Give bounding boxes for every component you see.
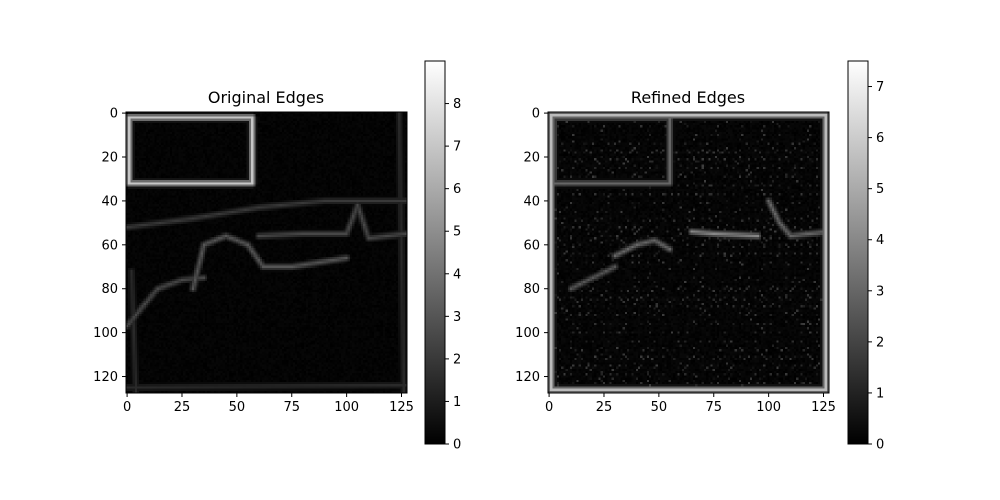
- y-tick-label: 0: [110, 107, 118, 122]
- colorbar-tick-label: 5: [876, 182, 884, 197]
- colorbar-tick-label: 2: [876, 335, 884, 350]
- x-tick-label: 100: [756, 400, 781, 415]
- colorbar-tick-label: 4: [453, 267, 461, 282]
- y-tick-label: 40: [523, 194, 540, 209]
- colorbar-tick-label: 7: [453, 140, 461, 155]
- y-tick-label: 120: [515, 370, 540, 385]
- y-tick-label: 60: [523, 238, 540, 253]
- colorbar-tick-label: 2: [453, 352, 461, 367]
- x-tick-label: 0: [545, 400, 553, 415]
- x-tick-label: 25: [174, 400, 191, 415]
- plot-frame: [125, 111, 408, 394]
- y-tick-label: 40: [101, 194, 118, 209]
- heatmap-image: [126, 112, 407, 393]
- original-edges-panel: Original Edges 0 25 50 75 100 125 02040608010…: [93, 60, 461, 453]
- colorbar-tick-label: 3: [876, 284, 884, 299]
- y-tick-label: 80: [523, 282, 540, 297]
- colorbar-axis: 0 1 2 3 4 5 6 7: [868, 80, 884, 453]
- colorbar-frame: [847, 60, 869, 445]
- colorbar-tick-label: 6: [876, 131, 884, 146]
- x-tick-label: 0: [123, 400, 131, 415]
- y-axis: 0 20 40 60 80 100 120: [93, 107, 126, 385]
- plot-frame: [547, 111, 830, 394]
- chart-title: Refined Edges: [631, 88, 745, 107]
- colorbar-tick-label: 6: [453, 182, 461, 197]
- chart-title: Original Edges: [208, 88, 324, 107]
- x-axis: 0 25 50 75 100 125: [123, 393, 414, 415]
- y-tick-label: 120: [93, 370, 118, 385]
- colorbar: [848, 61, 868, 444]
- heatmap-image: [548, 112, 829, 393]
- colorbar-tick-label: 7: [876, 80, 884, 95]
- x-tick-label: 125: [389, 400, 414, 415]
- x-tick-label: 100: [334, 400, 359, 415]
- colorbar-tick-label: 1: [453, 395, 461, 410]
- x-tick-label: 125: [811, 400, 836, 415]
- y-tick-label: 100: [93, 326, 118, 341]
- refined-edges-panel: Refined Edges 0 25 50 75 100 125 020406080100…: [515, 60, 884, 453]
- colorbar-tick-label: 8: [453, 97, 461, 112]
- y-tick-label: 60: [101, 238, 118, 253]
- y-tick-label: 80: [101, 282, 118, 297]
- x-axis: 0 25 50 75 100 125: [545, 393, 836, 415]
- y-axis: 0 20 40 60 80 100 120: [515, 107, 548, 385]
- x-tick-label: 50: [229, 400, 246, 415]
- y-tick-label: 100: [515, 326, 540, 341]
- colorbar-frame: [424, 60, 446, 445]
- x-tick-label: 75: [283, 400, 300, 415]
- colorbar-tick-label: 3: [453, 310, 461, 325]
- y-tick-label: 20: [101, 151, 118, 166]
- colorbar: [425, 61, 445, 444]
- colorbar-tick-label: 0: [453, 438, 461, 453]
- x-tick-label: 75: [705, 400, 722, 415]
- colorbar-tick-label: 4: [876, 233, 884, 248]
- colorbar-tick-label: 5: [453, 225, 461, 240]
- y-tick-label: 0: [532, 107, 540, 122]
- colorbar-axis: 0 1 2 3 4 5 6 7 8: [445, 97, 461, 453]
- colorbar-tick-label: 0: [876, 438, 884, 453]
- y-tick-label: 20: [523, 151, 540, 166]
- x-tick-label: 25: [596, 400, 613, 415]
- x-tick-label: 50: [651, 400, 668, 415]
- colorbar-tick-label: 1: [876, 386, 884, 401]
